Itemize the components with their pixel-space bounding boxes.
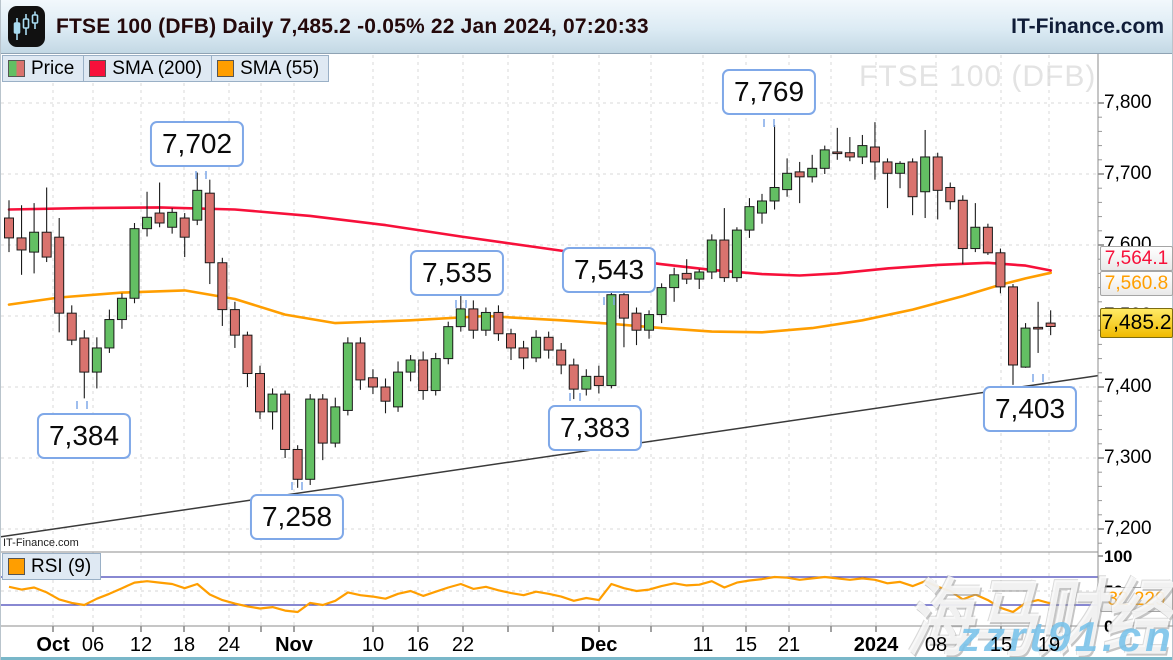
date-axis-label: 19 <box>1037 634 1061 656</box>
rsi-axis-label: 0 <box>1104 617 1114 636</box>
price-swatch-icon <box>8 60 25 77</box>
rsi-legend-label: RSI (9) <box>31 555 92 577</box>
date-axis-label: 18 <box>172 634 196 656</box>
price-axis-label: 7,200 <box>1104 518 1152 539</box>
date-axis-label: 06 <box>81 634 105 656</box>
price-axis-label: 7,700 <box>1104 163 1152 184</box>
rsi-axis-label: 100 <box>1104 547 1133 566</box>
date-axis-label: 10 <box>361 634 385 656</box>
price-legend: Price SMA (200) SMA (55) <box>2 55 330 82</box>
header-bar: FTSE 100 (DFB) Daily 7,485.2 -0.05% 22 J… <box>1 0 1172 54</box>
price-axis-label: 7,400 <box>1104 376 1152 397</box>
price-annotation: 7,403 <box>982 386 1078 432</box>
legend-item-sma-55-[interactable]: SMA (55) <box>211 55 330 82</box>
rsi-swatch-icon <box>8 558 25 575</box>
sma55-value-tag: 7,560.8 <box>1100 271 1173 296</box>
bottom-edge-line <box>1 657 1172 660</box>
price-annotation: 7,543 <box>561 247 657 293</box>
last-price-tag: 7,485.2 <box>1100 308 1173 338</box>
price-axis-label: 7,800 <box>1104 92 1152 113</box>
sma-swatch-icon <box>217 60 235 77</box>
candlestick-chart-icon[interactable] <box>8 6 45 47</box>
sma200-value-tag: 7,564.1 <box>1100 246 1173 271</box>
legend-item-label: Price <box>31 57 75 79</box>
legend-item-price[interactable]: Price <box>2 55 85 82</box>
date-axis-label: 08 <box>924 634 948 656</box>
price-annotation: 7,535 <box>409 250 505 296</box>
date-axis-label: Dec <box>580 634 618 656</box>
site-label: IT-Finance.com <box>3 537 79 549</box>
date-axis-label: 21 <box>777 634 801 656</box>
date-axis-label: 16 <box>406 634 430 656</box>
rsi-value-tag: 32.229 <box>1100 587 1173 612</box>
date-axis-label: Oct <box>36 634 70 656</box>
date-axis-label: 15 <box>989 634 1013 656</box>
instrument-title: FTSE 100 (DFB) Daily 7,485.2 -0.05% 22 J… <box>56 14 649 38</box>
legend-item-label: SMA (55) <box>240 57 320 79</box>
date-axis-label: 12 <box>129 634 153 656</box>
legend-item-sma-200-[interactable]: SMA (200) <box>83 55 213 82</box>
date-axis-label: 15 <box>734 634 758 656</box>
date-axis-label: Nov <box>275 634 313 656</box>
date-axis-label: 11 <box>692 634 714 656</box>
price-annotation: 7,384 <box>36 413 132 459</box>
price-axis-label: 7,300 <box>1104 447 1152 468</box>
logo-glyph <box>13 11 39 40</box>
price-annotation: 7,702 <box>149 121 245 167</box>
date-axis-label: 2024 <box>853 634 899 656</box>
rsi-legend[interactable]: RSI (9) <box>2 553 102 580</box>
chart-watermark: FTSE 100 (DFB) <box>859 60 1097 93</box>
price-annotation: 7,383 <box>547 405 643 451</box>
date-axis-label: 22 <box>451 634 475 656</box>
legend-item-label: SMA (200) <box>112 57 203 79</box>
price-annotation: 7,769 <box>721 69 817 115</box>
sma-swatch-icon <box>89 60 107 77</box>
date-axis-label: 24 <box>217 634 241 656</box>
provider-brand: IT-Finance.com <box>1011 14 1164 38</box>
price-annotation: 7,258 <box>249 494 345 540</box>
